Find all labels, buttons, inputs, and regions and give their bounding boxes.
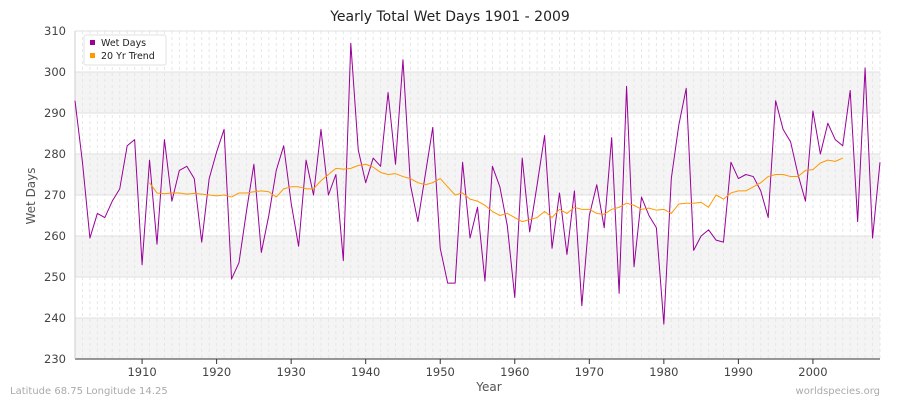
y-axis-ticks: 230 240 250 260 270 280 290 300 310	[44, 24, 66, 366]
legend-label-20yr-trend: 20 Yr Trend	[101, 51, 155, 62]
x-tick-label: 1970	[575, 365, 604, 379]
y-tick-label: 280	[44, 147, 66, 161]
legend: Wet Days 20 Yr Trend	[83, 34, 167, 66]
chart-title: Yearly Total Wet Days 1901 - 2009	[329, 9, 570, 25]
legend-swatch-wet-days	[90, 40, 95, 45]
x-tick-label: 2000	[798, 365, 827, 379]
x-tick-label: 1920	[202, 365, 231, 379]
y-tick-label: 270	[44, 188, 66, 202]
series-layer	[74, 42, 881, 325]
series-line-wet-days	[74, 42, 881, 325]
y-tick-label: 250	[44, 270, 66, 284]
y-tick-label: 240	[44, 311, 66, 325]
x-tick-label: 1930	[277, 365, 306, 379]
x-axis-title: Year	[475, 380, 501, 394]
footer-source: worldspecies.org	[796, 386, 880, 397]
y-tick-label: 310	[44, 24, 66, 38]
legend-swatch-20yr-trend	[90, 53, 95, 58]
x-tick-label: 1950	[426, 365, 455, 379]
legend-box	[83, 34, 167, 66]
y-tick-label: 260	[44, 229, 66, 243]
x-axis-ticks: 1910 1920 1930 1940 1950 1960 1970 1980 1990 2000	[127, 359, 828, 379]
footer-coordinates: Latitude 68.75 Longitude 14.25	[10, 386, 168, 397]
x-tick-label: 1910	[127, 365, 156, 379]
x-tick-label: 1960	[500, 365, 529, 379]
y-tick-label: 230	[44, 352, 66, 366]
y-tick-label: 290	[44, 106, 66, 120]
series-line-20yr-trend	[149, 157, 843, 223]
y-tick-label: 300	[44, 65, 66, 79]
x-tick-label: 1990	[724, 365, 753, 379]
x-tick-label: 1980	[649, 365, 678, 379]
legend-label-wet-days: Wet Days	[101, 38, 146, 49]
x-tick-label: 1940	[351, 365, 380, 379]
y-axis-title: Wet Days	[24, 167, 38, 224]
